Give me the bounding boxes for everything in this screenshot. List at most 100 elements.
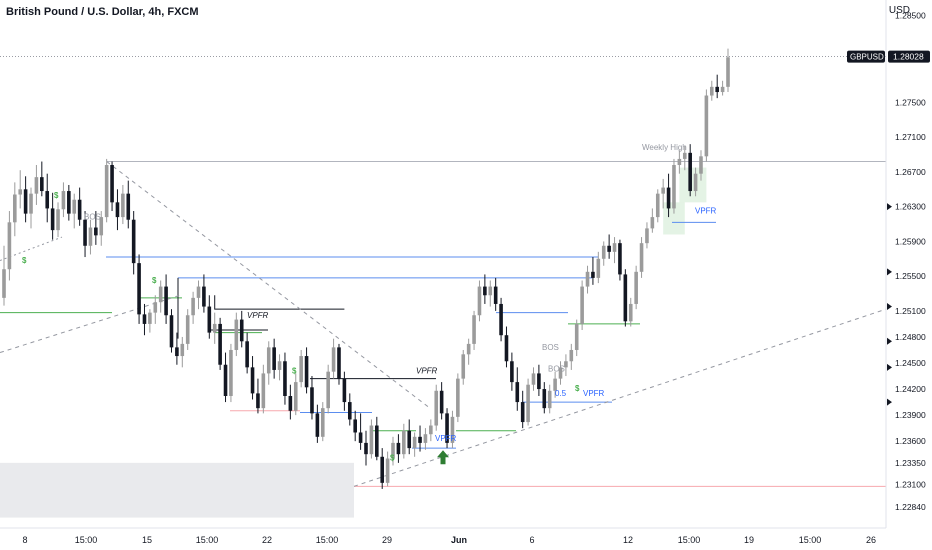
candle-body xyxy=(358,432,363,443)
candle-body xyxy=(645,228,649,244)
candle-body xyxy=(699,156,703,174)
trendline-dashed xyxy=(353,308,887,487)
candle-body xyxy=(315,413,320,437)
annotation-label: BOS xyxy=(542,343,559,352)
candle-body xyxy=(45,191,50,209)
axis-marker-icon xyxy=(887,337,892,345)
x-tick-label: 6 xyxy=(529,535,534,545)
candle-body xyxy=(148,312,152,324)
candle-body xyxy=(537,373,541,390)
candle-body xyxy=(137,263,141,315)
candle-body xyxy=(607,245,611,252)
candle-body xyxy=(180,343,185,357)
demand-zone-box xyxy=(0,462,354,518)
candle-body xyxy=(418,436,422,443)
y-tick-label: 1.23900 xyxy=(895,410,926,420)
x-tick-label: 19 xyxy=(744,535,754,545)
candle-body xyxy=(396,442,401,455)
y-tick-label: 1.27100 xyxy=(895,132,926,142)
candle-body xyxy=(445,413,449,443)
candle-body xyxy=(337,347,341,379)
candle-body xyxy=(456,378,460,417)
candle-body xyxy=(266,347,271,374)
candle-body xyxy=(234,319,239,350)
annotation-label: VPFR xyxy=(583,389,605,398)
candle-body xyxy=(558,367,563,379)
candle-body xyxy=(677,158,682,165)
candle-body xyxy=(553,378,557,391)
candle-body xyxy=(601,245,606,259)
candle-body xyxy=(661,187,665,194)
y-tick-label: 1.23600 xyxy=(895,436,926,446)
candle-body xyxy=(682,152,687,159)
candle-body xyxy=(726,57,730,87)
candle-body xyxy=(304,356,309,388)
candle-body xyxy=(493,286,498,304)
annotation-label: VPFR xyxy=(247,311,269,320)
candle-body xyxy=(650,217,655,229)
candle-body xyxy=(585,271,590,287)
candle-body xyxy=(402,430,406,455)
annotation-label: $ xyxy=(152,276,157,285)
candle-body xyxy=(369,425,374,455)
candle-body xyxy=(212,323,217,333)
candle-body xyxy=(688,152,692,192)
candle-body xyxy=(288,396,293,411)
axis-marker-icon xyxy=(887,268,892,276)
y-tick-label: 1.23100 xyxy=(895,480,926,490)
y-tick-label: 1.25900 xyxy=(895,236,926,246)
candle-body xyxy=(94,227,98,236)
annotation-label: VPFR xyxy=(435,434,457,443)
y-tick-label: 1.22840 xyxy=(895,502,926,512)
candle-body xyxy=(526,384,530,423)
candle-body xyxy=(272,347,276,370)
candle-body xyxy=(542,389,547,409)
candle-body xyxy=(450,416,455,443)
candle-body xyxy=(488,286,493,296)
annotation-label: $ xyxy=(22,256,27,265)
candle-body xyxy=(412,436,417,449)
candle-body xyxy=(331,347,336,372)
x-tick-label: 15:00 xyxy=(316,535,339,545)
candle-body xyxy=(158,286,163,303)
candle-body xyxy=(142,314,147,324)
candle-body xyxy=(110,165,114,203)
y-tick-label: 1.24800 xyxy=(895,332,926,342)
structure-line xyxy=(214,295,345,310)
candle-body xyxy=(99,217,104,236)
annotation-label: $ xyxy=(54,191,59,200)
candle-body xyxy=(121,193,125,218)
candle-body xyxy=(709,86,714,96)
candle-body xyxy=(704,95,709,157)
annotation-label: Weekly High xyxy=(642,143,687,152)
candle-body xyxy=(40,177,44,192)
y-tick-label: 1.23350 xyxy=(895,458,926,468)
candle-body xyxy=(34,177,39,194)
y-tick-label: 1.24500 xyxy=(895,358,926,368)
candle-body xyxy=(720,86,725,93)
x-tick-label: Jun xyxy=(451,535,467,545)
chart-title: British Pound / U.S. Dollar, 4h, FXCM xyxy=(6,6,199,18)
candle-body xyxy=(655,193,660,218)
y-tick-label: 1.26300 xyxy=(895,202,926,212)
candle-body xyxy=(591,271,595,278)
candle-body xyxy=(169,315,174,348)
candle-body xyxy=(320,408,325,437)
candle-body xyxy=(666,187,671,209)
candle-body xyxy=(326,371,330,409)
candle-body xyxy=(61,191,66,210)
candle-body xyxy=(569,349,574,362)
annotation-label: $ xyxy=(292,366,297,375)
candle-body xyxy=(164,286,168,316)
annotation-label: VPFR xyxy=(416,366,438,375)
annotation-label: BOS xyxy=(84,213,101,222)
x-tick-label: 15:00 xyxy=(799,535,822,545)
candle-body xyxy=(72,199,77,214)
candle-body xyxy=(299,356,303,383)
candle-body xyxy=(229,349,233,396)
axis-marker-icon xyxy=(887,203,892,211)
candle-body xyxy=(126,193,131,220)
candle-body xyxy=(375,425,379,457)
